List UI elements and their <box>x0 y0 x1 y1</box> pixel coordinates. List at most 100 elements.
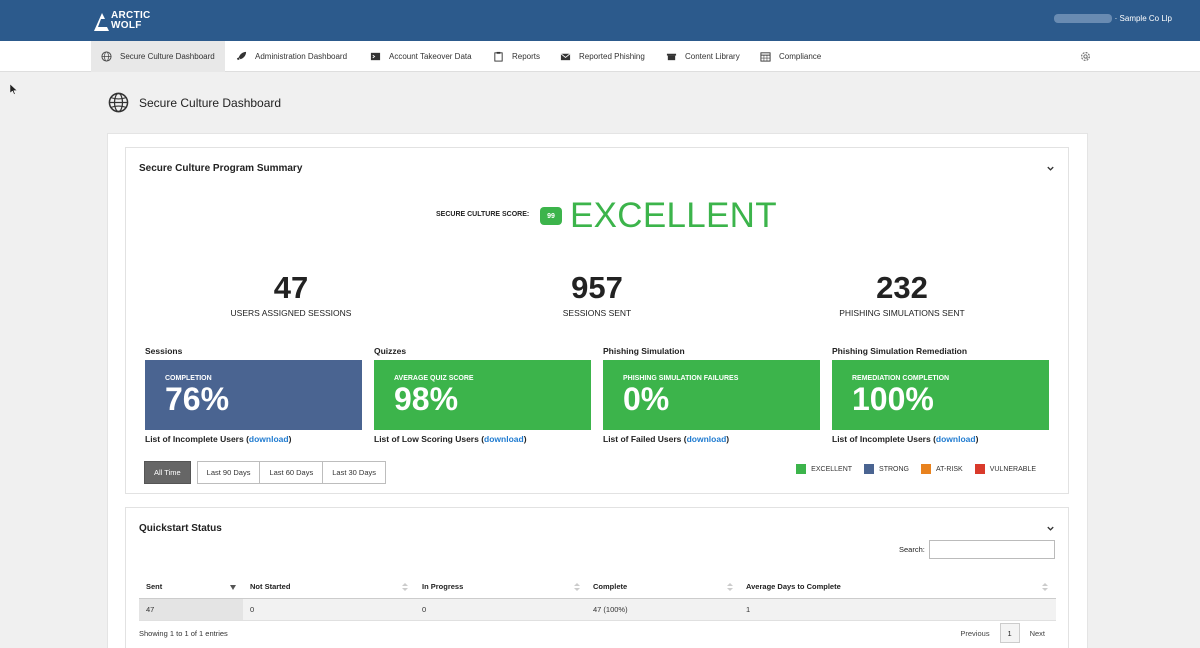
metric-tile[interactable]: AVERAGE QUIZ SCORE 98% <box>374 360 591 430</box>
nav-administration-dashboard[interactable]: Administration Dashboard <box>226 41 357 72</box>
page-title: Secure Culture Dashboard <box>139 95 282 110</box>
terminal-icon <box>370 51 381 62</box>
column-header-sent[interactable]: Sent <box>139 575 243 598</box>
metric-quizzes: Quizzes AVERAGE QUIZ SCORE 98% List of L… <box>374 346 591 444</box>
score-label: SECURE CULTURE SCORE: <box>436 211 530 218</box>
logo-line-2: WOLF <box>111 20 142 31</box>
legend-item-strong: STRONG <box>864 464 909 474</box>
nav-account-takeover-data[interactable]: Account Takeover Data <box>360 41 482 72</box>
metric-category: Quizzes <box>374 346 407 356</box>
summary-title: Secure Culture Program Summary <box>139 163 303 174</box>
column-label: In Progress <box>422 582 464 591</box>
cell-not-started: 0 <box>250 605 255 614</box>
column-label: Sent <box>146 582 163 591</box>
column-header-average-days[interactable]: Average Days to Complete <box>739 575 1056 598</box>
link-prefix: List of Incomplete Users ( <box>832 434 936 444</box>
cell-in-progress: 0 <box>422 605 427 614</box>
legend-swatch <box>920 464 931 474</box>
metric-caption: AVERAGE QUIZ SCORE <box>394 375 474 382</box>
mouse-cursor-icon <box>10 84 18 95</box>
filter-last-90-days-button[interactable]: Last 90 Days <box>196 461 261 484</box>
collapse-chevron-icon[interactable] <box>1046 524 1055 533</box>
filter-all-time-button[interactable]: All Time <box>144 461 191 484</box>
metric-category: Phishing Simulation Remediation <box>832 346 968 356</box>
page-header: Secure Culture Dashboard <box>108 92 281 113</box>
time-filter-group: All Time Last 90 Days Last 60 Days Last … <box>144 461 387 484</box>
nav-content-library[interactable]: Content Library <box>656 41 750 72</box>
metric-link-line: List of Low Scoring Users (download) <box>374 434 591 444</box>
column-header-complete[interactable]: Complete <box>586 575 739 598</box>
link-suffix: ) <box>726 434 730 444</box>
cell-average-days: 1 <box>746 605 751 614</box>
stat-value: 47 <box>273 270 309 305</box>
sort-both-icon[interactable] <box>574 582 580 592</box>
nav-label: Reports <box>512 52 541 61</box>
stat-label: USERS ASSIGNED SESSIONS <box>230 308 352 318</box>
download-link[interactable]: download <box>935 434 976 444</box>
nav-reports[interactable]: Reports <box>483 41 550 72</box>
collapse-chevron-icon[interactable] <box>1046 164 1055 173</box>
sort-desc-icon[interactable] <box>230 582 236 592</box>
stat-value: 957 <box>571 270 623 305</box>
stat-label: SESSIONS SENT <box>562 308 632 318</box>
nav-reported-phishing[interactable]: Reported Phishing <box>550 41 655 72</box>
previous-page-button[interactable]: Previous <box>960 628 990 638</box>
score-legend: EXCELLENT STRONG AT-RISK VULNERABLE <box>784 464 1036 474</box>
column-header-in-progress[interactable]: In Progress <box>415 575 587 598</box>
stat-label: PHISHING SIMULATIONS SENT <box>839 308 965 318</box>
metric-tile[interactable]: PHISHING SIMULATION FAILURES 0% <box>603 360 820 430</box>
column-label: Average Days to Complete <box>746 582 841 591</box>
download-link[interactable]: download <box>686 434 727 444</box>
metric-caption: PHISHING SIMULATION FAILURES <box>623 375 739 382</box>
legend-label: AT-RISK <box>935 465 963 473</box>
next-page-button[interactable]: Next <box>1029 628 1045 638</box>
metric-caption: COMPLETION <box>165 375 212 382</box>
stat-sessions-sent: 957 SESSIONS SENT <box>487 270 707 318</box>
nav-label: Account Takeover Data <box>389 52 472 61</box>
gear-icon[interactable] <box>1079 50 1092 63</box>
metric-tile[interactable]: COMPLETION 76% <box>145 360 362 430</box>
current-page-button[interactable]: 1 <box>999 623 1020 643</box>
metric-link-line: List of Incomplete Users (download) <box>832 434 1049 444</box>
column-header-not-started[interactable]: Not Started <box>243 575 415 598</box>
table-info: Showing 1 to 1 of 1 entries <box>139 629 228 638</box>
download-link[interactable]: download <box>484 434 524 444</box>
settings-caret-icon[interactable]: ⌄ <box>1084 54 1090 61</box>
nav-label: Secure Culture Dashboard <box>120 52 215 61</box>
metric-tile[interactable]: REMEDIATION COMPLETION 100% <box>832 360 1049 430</box>
table-header-row: Sent Not Started In Progress Complete Av… <box>139 575 1056 599</box>
search-input[interactable] <box>929 540 1055 559</box>
sort-both-icon[interactable] <box>1042 582 1048 592</box>
quickstart-panel: Quickstart Status Search: Sent Not Start… <box>125 507 1069 648</box>
metric-caption: REMEDIATION COMPLETION <box>852 375 950 382</box>
column-label: Complete <box>593 582 628 591</box>
legend-swatch <box>796 464 807 474</box>
program-summary-panel: Secure Culture Program Summary SECURE CU… <box>125 147 1069 494</box>
main-nav: Secure Culture Dashboard Administration … <box>0 41 1200 72</box>
arctic-wolf-logo[interactable]: ARCTIC WOLF <box>92 10 162 32</box>
search-label: Search: <box>899 545 925 554</box>
account-company: · Sample Co Llp <box>1114 14 1172 23</box>
download-link[interactable]: download <box>248 434 289 444</box>
clipboard-icon <box>493 51 504 62</box>
metric-sessions: Sessions COMPLETION 76% List of Incomple… <box>145 346 362 444</box>
legend-label: EXCELLENT <box>811 465 853 473</box>
logo-line-1: ARCTIC <box>111 10 151 21</box>
top-bar: ARCTIC WOLF · Sample Co Llp <box>0 0 1200 41</box>
legend-item-vulnerable: VULNERABLE <box>974 464 1036 474</box>
nav-compliance[interactable]: Compliance <box>750 41 831 72</box>
account-menu[interactable]: · Sample Co Llp <box>1053 14 1172 23</box>
metric-value: 0% <box>623 381 670 417</box>
stat-phishing-sims-sent: 232 PHISHING SIMULATIONS SENT <box>792 270 1012 318</box>
sort-both-icon[interactable] <box>727 582 733 592</box>
sort-both-icon[interactable] <box>402 582 408 592</box>
legend-swatch <box>974 464 985 474</box>
calendar-icon <box>760 51 771 62</box>
nav-secure-culture-dashboard[interactable]: Secure Culture Dashboard <box>91 41 225 72</box>
metric-value: 98% <box>394 381 459 417</box>
filter-last-60-days-button[interactable]: Last 60 Days <box>259 461 324 484</box>
box-icon <box>666 51 677 62</box>
link-suffix: ) <box>523 434 527 444</box>
score-rating: EXCELLENT <box>570 196 777 235</box>
filter-last-30-days-button[interactable]: Last 30 Days <box>322 461 387 484</box>
